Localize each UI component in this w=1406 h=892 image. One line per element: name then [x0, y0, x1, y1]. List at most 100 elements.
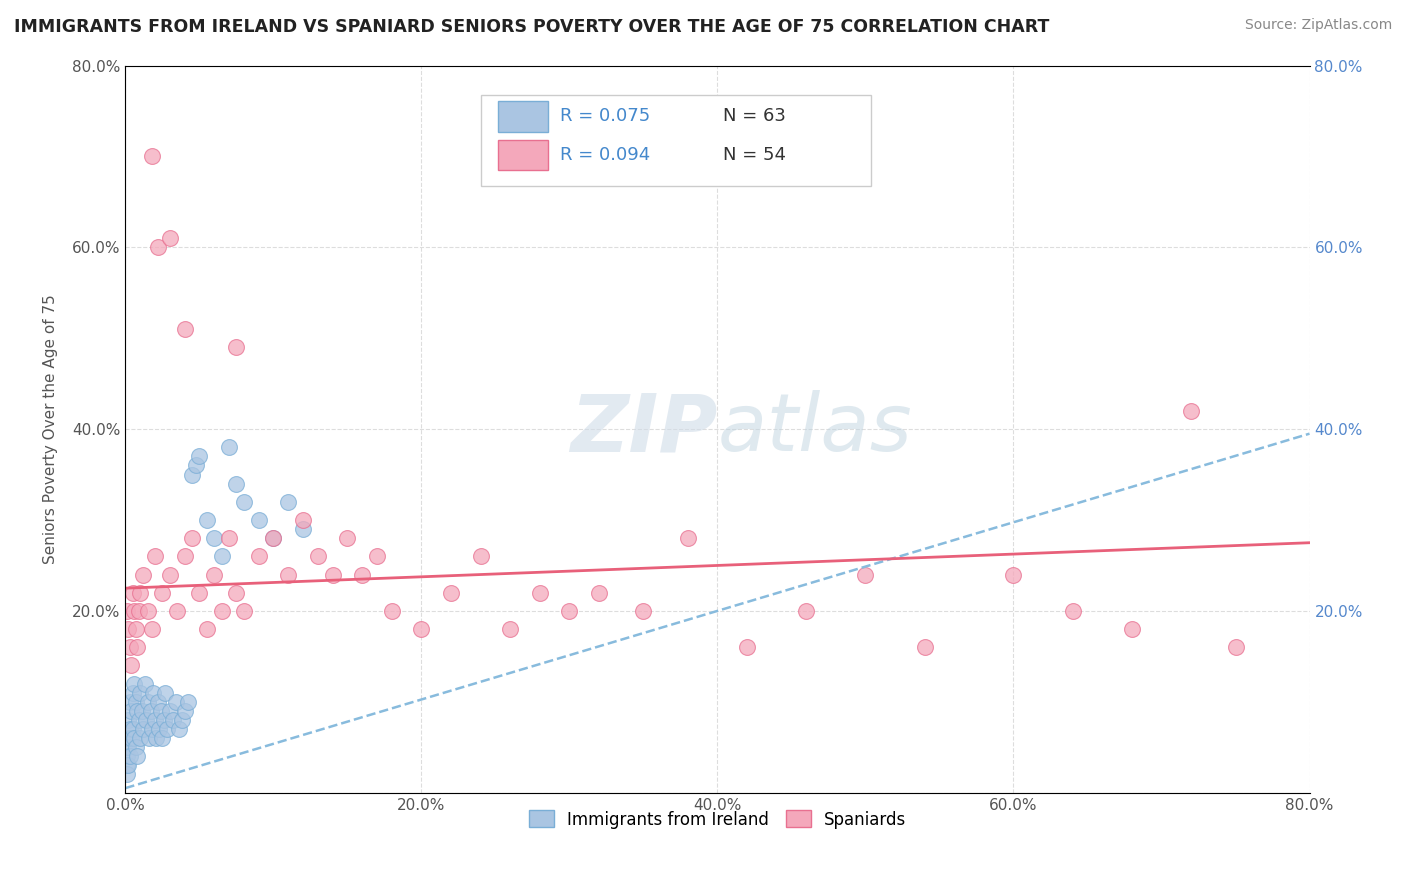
- Point: [159, 231, 181, 245]
- Point: [167, 722, 190, 736]
- Point: [146, 240, 169, 254]
- Text: ZIP: ZIP: [569, 390, 717, 468]
- Point: [794, 604, 817, 618]
- Point: [146, 695, 169, 709]
- Point: [136, 604, 159, 618]
- Point: [411, 622, 433, 636]
- Point: [128, 604, 150, 618]
- Point: [529, 585, 551, 599]
- Point: [128, 713, 150, 727]
- Point: [145, 731, 167, 745]
- Point: [202, 531, 225, 545]
- Point: [381, 604, 404, 618]
- Point: [277, 495, 299, 509]
- Point: [115, 604, 138, 618]
- Point: [352, 567, 374, 582]
- Point: [120, 658, 142, 673]
- Point: [148, 722, 170, 736]
- Text: N = 54: N = 54: [723, 146, 786, 164]
- Point: [470, 549, 492, 564]
- Point: [153, 713, 176, 727]
- Point: [1225, 640, 1247, 655]
- Point: [136, 695, 159, 709]
- Point: [127, 749, 149, 764]
- Text: N = 63: N = 63: [723, 108, 786, 126]
- Point: [225, 340, 247, 354]
- Point: [166, 604, 188, 618]
- Point: [129, 731, 152, 745]
- Point: [143, 713, 166, 727]
- Point: [138, 731, 160, 745]
- Point: [115, 740, 138, 755]
- Point: [291, 513, 314, 527]
- Point: [120, 704, 142, 718]
- Point: [142, 686, 165, 700]
- Point: [262, 531, 284, 545]
- Point: [122, 731, 145, 745]
- Point: [162, 713, 184, 727]
- Point: [195, 513, 218, 527]
- Text: R = 0.094: R = 0.094: [560, 146, 650, 164]
- Point: [186, 458, 208, 473]
- Point: [122, 676, 145, 690]
- Point: [127, 704, 149, 718]
- Point: [277, 567, 299, 582]
- Point: [141, 149, 163, 163]
- Text: Source: ZipAtlas.com: Source: ZipAtlas.com: [1244, 18, 1392, 32]
- Point: [129, 585, 152, 599]
- Point: [129, 686, 152, 700]
- Point: [131, 704, 153, 718]
- Point: [307, 549, 329, 564]
- Point: [588, 585, 610, 599]
- Point: [211, 604, 233, 618]
- Point: [173, 549, 195, 564]
- Point: [366, 549, 388, 564]
- Point: [499, 622, 522, 636]
- Point: [120, 731, 142, 745]
- Point: [202, 567, 225, 582]
- Point: [159, 567, 181, 582]
- Point: [1062, 604, 1084, 618]
- Point: [125, 622, 148, 636]
- Legend: Immigrants from Ireland, Spaniards: Immigrants from Ireland, Spaniards: [522, 804, 912, 835]
- Point: [118, 722, 141, 736]
- Point: [181, 531, 204, 545]
- Point: [176, 695, 198, 709]
- Point: [232, 604, 254, 618]
- Point: [125, 740, 148, 755]
- Point: [156, 722, 179, 736]
- Point: [336, 531, 359, 545]
- Point: [141, 722, 163, 736]
- Point: [173, 704, 195, 718]
- Point: [115, 758, 138, 772]
- Point: [132, 722, 155, 736]
- FancyBboxPatch shape: [498, 101, 548, 132]
- Point: [141, 622, 163, 636]
- Y-axis label: Seniors Poverty Over the Age of 75: Seniors Poverty Over the Age of 75: [44, 294, 58, 564]
- Point: [262, 531, 284, 545]
- Point: [121, 722, 143, 736]
- Point: [735, 640, 758, 655]
- Point: [117, 713, 139, 727]
- Text: atlas: atlas: [717, 390, 912, 468]
- Point: [247, 549, 270, 564]
- Point: [115, 767, 138, 781]
- Point: [218, 531, 240, 545]
- Point: [132, 567, 155, 582]
- Text: IMMIGRANTS FROM IRELAND VS SPANIARD SENIORS POVERTY OVER THE AGE OF 75 CORRELATI: IMMIGRANTS FROM IRELAND VS SPANIARD SENI…: [14, 18, 1049, 36]
- Point: [135, 713, 157, 727]
- Point: [188, 585, 211, 599]
- Point: [117, 622, 139, 636]
- Point: [232, 495, 254, 509]
- Point: [150, 731, 173, 745]
- Point: [195, 622, 218, 636]
- Text: R = 0.075: R = 0.075: [560, 108, 650, 126]
- Point: [118, 640, 141, 655]
- Point: [211, 549, 233, 564]
- Point: [188, 450, 211, 464]
- Point: [134, 676, 156, 690]
- Point: [149, 704, 172, 718]
- Point: [173, 322, 195, 336]
- Point: [225, 476, 247, 491]
- Point: [1121, 622, 1143, 636]
